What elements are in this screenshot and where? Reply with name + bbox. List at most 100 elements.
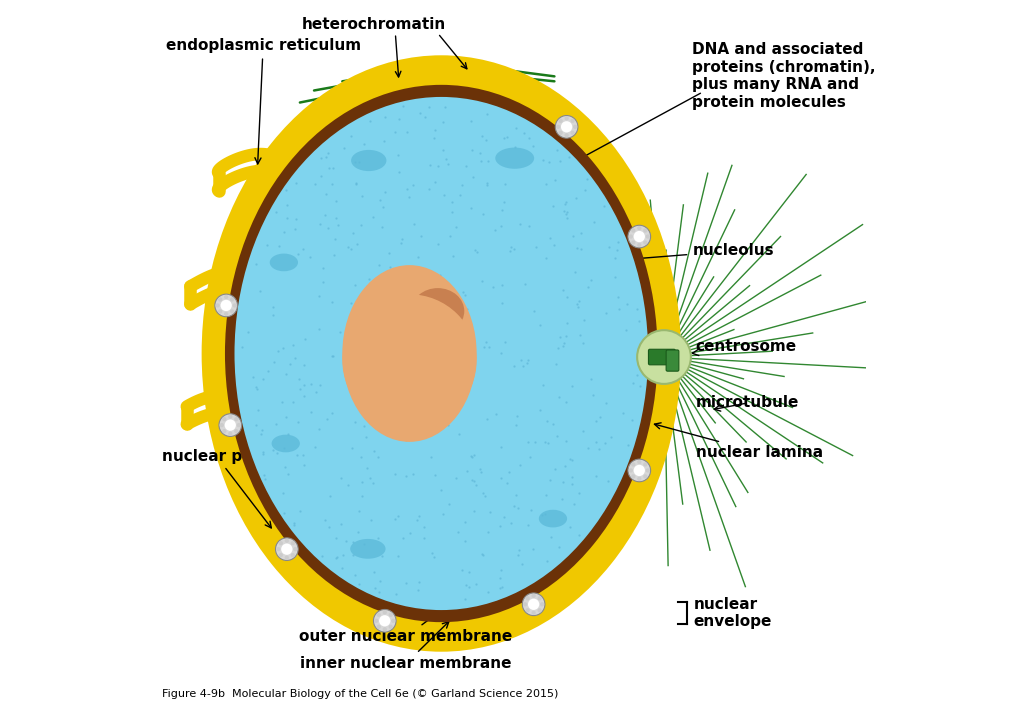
- Circle shape: [538, 608, 542, 612]
- Ellipse shape: [350, 539, 386, 559]
- Ellipse shape: [496, 148, 535, 169]
- Circle shape: [629, 235, 633, 239]
- Circle shape: [218, 310, 222, 314]
- Text: nucleolus: nucleolus: [470, 243, 774, 274]
- Circle shape: [646, 235, 650, 239]
- Circle shape: [634, 231, 645, 243]
- Circle shape: [285, 556, 289, 560]
- Circle shape: [555, 115, 578, 138]
- Circle shape: [222, 417, 226, 421]
- Circle shape: [374, 609, 396, 632]
- Circle shape: [522, 593, 545, 616]
- Circle shape: [637, 226, 641, 230]
- Circle shape: [234, 417, 239, 421]
- Ellipse shape: [271, 435, 300, 452]
- Ellipse shape: [342, 265, 476, 442]
- Circle shape: [531, 611, 536, 615]
- Circle shape: [224, 419, 236, 431]
- Circle shape: [389, 613, 393, 617]
- Text: microtubule: microtubule: [696, 395, 799, 411]
- FancyBboxPatch shape: [648, 349, 675, 365]
- Ellipse shape: [234, 97, 648, 610]
- Circle shape: [222, 429, 226, 433]
- Circle shape: [637, 477, 641, 481]
- Text: inner nuclear membrane: inner nuclear membrane: [300, 621, 512, 671]
- Circle shape: [637, 243, 641, 247]
- Circle shape: [293, 547, 297, 551]
- Circle shape: [628, 226, 650, 248]
- Circle shape: [377, 625, 381, 629]
- Circle shape: [525, 608, 529, 612]
- Circle shape: [377, 613, 381, 617]
- Circle shape: [383, 610, 387, 614]
- Circle shape: [389, 625, 393, 629]
- Circle shape: [637, 460, 641, 464]
- Circle shape: [218, 298, 222, 302]
- Text: nuclear
envelope: nuclear envelope: [693, 597, 772, 629]
- Text: centrosome: centrosome: [692, 339, 797, 356]
- Circle shape: [558, 119, 563, 123]
- FancyBboxPatch shape: [667, 350, 679, 371]
- Circle shape: [637, 330, 691, 384]
- Circle shape: [523, 602, 527, 607]
- Circle shape: [228, 414, 232, 419]
- Circle shape: [224, 312, 228, 316]
- Circle shape: [525, 596, 529, 600]
- Circle shape: [279, 541, 283, 545]
- Circle shape: [275, 538, 298, 561]
- Circle shape: [540, 602, 544, 607]
- Ellipse shape: [539, 510, 567, 527]
- Circle shape: [631, 474, 636, 479]
- Circle shape: [643, 474, 647, 479]
- Circle shape: [564, 133, 568, 137]
- Circle shape: [282, 544, 293, 555]
- Circle shape: [291, 541, 295, 545]
- Circle shape: [215, 303, 220, 308]
- Circle shape: [220, 423, 224, 427]
- Text: nuclear pore: nuclear pore: [162, 448, 271, 528]
- Circle shape: [374, 619, 379, 623]
- Circle shape: [279, 553, 283, 557]
- Circle shape: [237, 423, 241, 427]
- Text: endoplasmic reticulum: endoplasmic reticulum: [166, 38, 360, 164]
- Circle shape: [291, 553, 295, 557]
- Circle shape: [564, 116, 568, 120]
- Circle shape: [215, 294, 238, 317]
- Text: heterochromatin: heterochromatin: [302, 17, 446, 32]
- Circle shape: [643, 462, 647, 467]
- Circle shape: [232, 303, 237, 308]
- Circle shape: [628, 459, 650, 481]
- Ellipse shape: [225, 85, 657, 622]
- Circle shape: [561, 121, 572, 132]
- Text: nuclear lamina: nuclear lamina: [654, 423, 823, 460]
- Circle shape: [573, 124, 578, 129]
- Circle shape: [230, 298, 234, 302]
- Ellipse shape: [342, 294, 476, 427]
- Text: outer nuclear membrane: outer nuclear membrane: [299, 605, 513, 644]
- Circle shape: [285, 539, 289, 543]
- Text: DNA and associated
proteins (chromatin),
plus many RNA and
protein molecules: DNA and associated proteins (chromatin),…: [692, 42, 876, 110]
- Ellipse shape: [269, 254, 298, 271]
- Circle shape: [631, 240, 636, 245]
- Circle shape: [383, 627, 387, 631]
- Circle shape: [528, 599, 540, 610]
- Circle shape: [379, 615, 390, 626]
- Circle shape: [230, 310, 234, 314]
- Circle shape: [538, 596, 542, 600]
- Circle shape: [276, 547, 281, 551]
- Circle shape: [391, 619, 395, 623]
- Circle shape: [631, 462, 636, 467]
- Circle shape: [234, 429, 239, 433]
- Circle shape: [570, 131, 574, 135]
- Circle shape: [646, 468, 650, 472]
- Circle shape: [631, 228, 636, 233]
- Circle shape: [570, 119, 574, 123]
- Circle shape: [556, 124, 560, 129]
- Circle shape: [531, 594, 536, 598]
- Text: Figure 4-9b  Molecular Biology of the Cell 6e (© Garland Science 2015): Figure 4-9b Molecular Biology of the Cel…: [162, 689, 558, 699]
- Ellipse shape: [351, 150, 386, 171]
- Circle shape: [558, 131, 563, 135]
- Circle shape: [634, 464, 645, 476]
- Circle shape: [643, 240, 647, 245]
- Ellipse shape: [202, 55, 681, 652]
